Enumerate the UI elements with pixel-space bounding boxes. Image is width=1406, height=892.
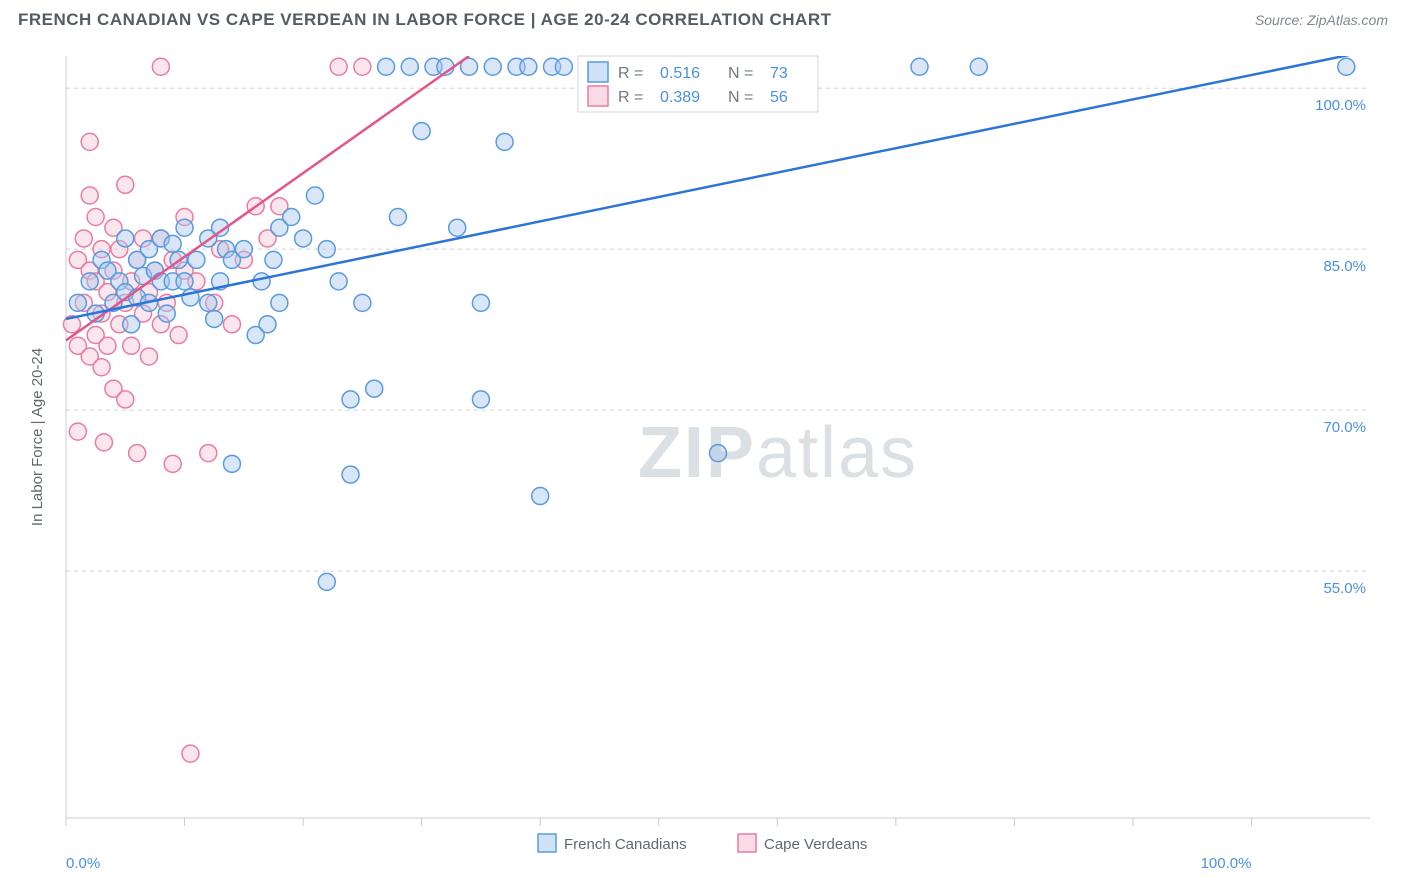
data-point — [170, 327, 187, 344]
data-point — [389, 208, 406, 225]
data-point — [123, 316, 140, 333]
y-tick-label: 70.0% — [1323, 419, 1366, 436]
svg-text:R =: R = — [618, 89, 643, 106]
data-point — [93, 359, 110, 376]
data-point — [342, 391, 359, 408]
data-point — [117, 176, 134, 193]
data-point — [223, 316, 240, 333]
data-point — [330, 273, 347, 290]
data-point — [200, 445, 217, 462]
data-point — [75, 230, 92, 247]
data-point — [69, 423, 86, 440]
data-point — [472, 391, 489, 408]
svg-text:R =: R = — [618, 65, 643, 82]
data-point — [117, 230, 134, 247]
data-point — [532, 488, 549, 505]
data-point — [283, 208, 300, 225]
y-tick-label: 85.0% — [1323, 258, 1366, 275]
data-point — [99, 337, 116, 354]
chart-container: 55.0% 70.0% 85.0% 100.0% 0.0% 100.0% In Labor … — [18, 48, 1388, 872]
data-point — [69, 294, 86, 311]
y-axis-title: In Labor Force | Age 20-24 — [29, 348, 46, 526]
data-point — [555, 58, 572, 75]
data-point — [354, 294, 371, 311]
data-point — [472, 294, 489, 311]
data-point — [95, 434, 112, 451]
data-point — [235, 241, 252, 258]
svg-text:73: 73 — [770, 65, 788, 82]
data-point — [206, 310, 223, 327]
data-point — [81, 133, 98, 150]
svg-text:0.389: 0.389 — [660, 89, 700, 106]
data-point — [265, 251, 282, 268]
data-point — [81, 187, 98, 204]
watermark: ZIPatlas — [638, 413, 918, 493]
data-point — [182, 745, 199, 762]
data-point — [911, 58, 928, 75]
data-point — [259, 316, 276, 333]
data-point — [330, 58, 347, 75]
data-point — [223, 455, 240, 472]
data-point — [271, 294, 288, 311]
data-point — [496, 133, 513, 150]
data-point — [366, 380, 383, 397]
data-point — [140, 348, 157, 365]
data-point — [200, 294, 217, 311]
data-point — [158, 305, 175, 322]
y-tick-label: 100.0% — [1315, 97, 1366, 114]
x-tick-label: 100.0% — [1201, 855, 1252, 872]
data-point — [484, 58, 501, 75]
data-point — [520, 58, 537, 75]
x-tick-label: 0.0% — [66, 855, 100, 872]
data-point — [117, 391, 134, 408]
chart-header: FRENCH CANADIAN VS CAPE VERDEAN IN LABOR… — [0, 0, 1406, 36]
series-legend: French Canadians Cape Verdeans — [538, 834, 867, 853]
correlation-legend: R = 0.516 N = 73 R = 0.389 N = 56 — [578, 56, 818, 112]
data-point — [318, 573, 335, 590]
data-point — [81, 273, 98, 290]
data-point — [413, 123, 430, 140]
trend-line — [66, 56, 469, 340]
data-point — [152, 58, 169, 75]
data-point — [123, 337, 140, 354]
data-point — [87, 208, 104, 225]
data-point — [342, 466, 359, 483]
svg-text:0.516: 0.516 — [660, 65, 700, 82]
data-point — [129, 445, 146, 462]
chart-source: Source: ZipAtlas.com — [1255, 12, 1388, 28]
data-point — [164, 455, 181, 472]
data-point — [354, 58, 371, 75]
data-point — [401, 58, 418, 75]
svg-text:French Canadians: French Canadians — [564, 836, 687, 853]
data-point — [318, 241, 335, 258]
data-point — [176, 219, 193, 236]
data-point — [970, 58, 987, 75]
data-point — [253, 273, 270, 290]
chart-title: FRENCH CANADIAN VS CAPE VERDEAN IN LABOR… — [18, 10, 831, 30]
svg-text:N =: N = — [728, 65, 753, 82]
data-point — [306, 187, 323, 204]
y-tick-label: 55.0% — [1323, 580, 1366, 597]
svg-text:N =: N = — [728, 89, 753, 106]
svg-text:56: 56 — [770, 89, 788, 106]
data-point — [1338, 58, 1355, 75]
data-point — [378, 58, 395, 75]
data-point — [449, 219, 466, 236]
svg-text:Cape Verdeans: Cape Verdeans — [764, 836, 867, 853]
data-point — [164, 235, 181, 252]
data-point — [176, 273, 193, 290]
scatter-chart: 55.0% 70.0% 85.0% 100.0% 0.0% 100.0% In Labor … — [18, 48, 1388, 872]
data-point — [295, 230, 312, 247]
data-point — [710, 445, 727, 462]
